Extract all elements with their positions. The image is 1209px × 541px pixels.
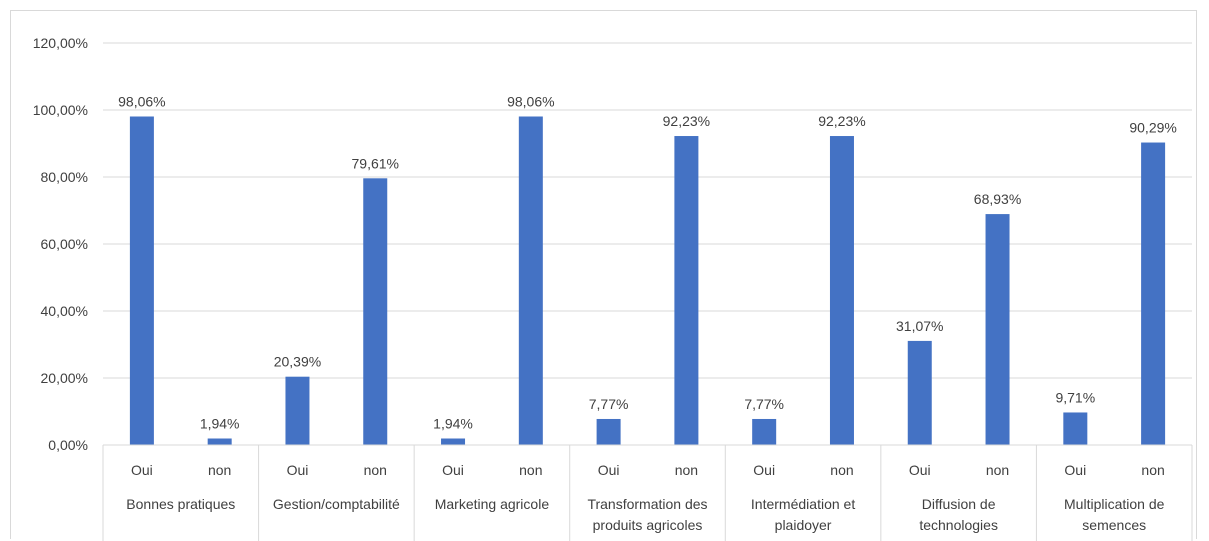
group-label: produits agricoles (593, 517, 703, 533)
bar (985, 214, 1010, 445)
data-label: 92,23% (818, 113, 865, 129)
bar (129, 116, 154, 446)
y-tick-label: 60,00% (41, 236, 88, 252)
x-tick-label: non (1141, 462, 1164, 478)
x-tick-label: non (519, 462, 542, 478)
x-tick-label: Oui (909, 462, 931, 478)
bar (596, 418, 621, 445)
bar (674, 136, 699, 446)
group-label: Diffusion de (922, 496, 996, 512)
x-tick-label: non (830, 462, 853, 478)
y-tick-label: 80,00% (41, 169, 88, 185)
bar (441, 438, 466, 445)
x-tick-label: Oui (442, 462, 464, 478)
group-label: Marketing agricole (435, 496, 550, 512)
bar (518, 116, 543, 446)
bar (1141, 142, 1166, 445)
bar (207, 438, 232, 445)
y-tick-label: 20,00% (41, 370, 88, 386)
y-tick-label: 40,00% (41, 303, 88, 319)
data-label: 7,77% (589, 396, 629, 412)
group-label: Transformation des (587, 496, 707, 512)
bar (1063, 412, 1088, 445)
data-label: 20,39% (274, 354, 321, 370)
group-label: Intermédiation et (751, 496, 855, 512)
data-label: 79,61% (352, 155, 399, 171)
data-label: 1,94% (200, 416, 240, 432)
x-tick-label: non (675, 462, 698, 478)
data-label: 68,93% (974, 191, 1021, 207)
data-label: 98,06% (118, 93, 165, 109)
group-label: plaidoyer (775, 517, 832, 533)
x-tick-label: Oui (287, 462, 309, 478)
y-tick-label: 0,00% (48, 437, 88, 453)
group-label: technologies (919, 517, 998, 533)
data-label: 9,71% (1055, 389, 1095, 405)
x-tick-label: non (364, 462, 387, 478)
bar (363, 178, 388, 445)
group-label: semences (1082, 517, 1146, 533)
group-label: Gestion/comptabilité (273, 496, 400, 512)
bar (907, 340, 932, 445)
bar (829, 136, 854, 446)
data-label: 31,07% (896, 318, 943, 334)
group-label: Bonnes pratiques (126, 496, 235, 512)
y-tick-label: 120,00% (33, 35, 88, 51)
bar (752, 418, 777, 445)
x-tick-label: Oui (1064, 462, 1086, 478)
data-label: 92,23% (663, 113, 710, 129)
bar (285, 376, 310, 445)
data-label: 1,94% (433, 416, 473, 432)
x-tick-label: non (208, 462, 231, 478)
data-label: 98,06% (507, 93, 554, 109)
x-tick-label: Oui (131, 462, 153, 478)
data-label: 7,77% (744, 396, 784, 412)
x-tick-label: Oui (753, 462, 775, 478)
y-tick-label: 100,00% (33, 102, 88, 118)
data-label: 90,29% (1129, 120, 1176, 136)
group-label: Multiplication de (1064, 496, 1165, 512)
x-tick-label: non (986, 462, 1009, 478)
x-tick-label: Oui (598, 462, 620, 478)
